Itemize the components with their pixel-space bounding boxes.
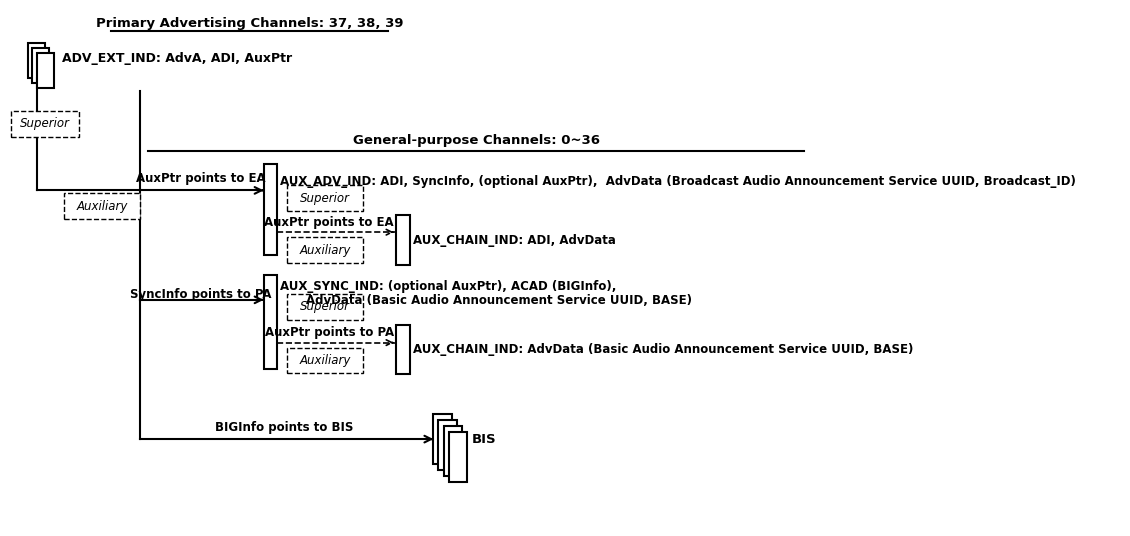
Bar — [64, 193, 140, 219]
Bar — [287, 294, 363, 320]
Bar — [36, 53, 53, 88]
Text: AUX_SYNC_IND: (optional AuxPtr), ACAD (BIGInfo),: AUX_SYNC_IND: (optional AuxPtr), ACAD (B… — [280, 280, 617, 293]
Bar — [434, 414, 452, 464]
Text: AUX_ADV_IND: ADI, SyncInfo, (optional AuxPtr),  AdvData (Broadcast Audio Announc: AUX_ADV_IND: ADI, SyncInfo, (optional Au… — [280, 175, 1076, 188]
Bar — [449, 432, 467, 482]
Text: Superior: Superior — [299, 192, 350, 205]
Bar — [263, 275, 277, 369]
Text: AuxPtr points to PA: AuxPtr points to PA — [264, 326, 393, 339]
Text: AdvData (Basic Audio Announcement Service UUID, BASE): AdvData (Basic Audio Announcement Servic… — [305, 294, 692, 307]
Text: Auxiliary: Auxiliary — [299, 354, 350, 367]
Text: Superior: Superior — [299, 300, 350, 314]
Text: Auxiliary: Auxiliary — [77, 200, 128, 213]
Text: SyncInfo points to PA: SyncInfo points to PA — [130, 288, 271, 301]
Bar — [287, 185, 363, 211]
Bar — [397, 325, 410, 375]
Bar — [263, 163, 277, 255]
Bar — [443, 426, 462, 476]
Text: General-purpose Channels: 0~36: General-purpose Channels: 0~36 — [353, 134, 600, 147]
Bar — [438, 420, 457, 470]
Text: Superior: Superior — [20, 117, 70, 130]
Bar — [287, 347, 363, 374]
Text: AuxPtr points to EA: AuxPtr points to EA — [264, 215, 394, 229]
Bar — [287, 237, 363, 263]
Text: Auxiliary: Auxiliary — [299, 243, 350, 257]
Text: AUX_CHAIN_IND: AdvData (Basic Audio Announcement Service UUID, BASE): AUX_CHAIN_IND: AdvData (Basic Audio Anno… — [414, 343, 914, 356]
Bar — [33, 48, 50, 83]
Text: Primary Advertising Channels: 37, 38, 39: Primary Advertising Channels: 37, 38, 39 — [96, 17, 403, 30]
Text: BIGInfo points to BIS: BIGInfo points to BIS — [216, 421, 354, 434]
Bar — [11, 111, 79, 137]
Text: AuxPtr points to EA: AuxPtr points to EA — [136, 172, 266, 185]
Bar — [397, 215, 410, 265]
Text: BIS: BIS — [472, 433, 497, 445]
Text: ADV_EXT_IND: AdvA, ADI, AuxPtr: ADV_EXT_IND: AdvA, ADI, AuxPtr — [62, 51, 292, 65]
Bar — [28, 43, 45, 78]
Text: AUX_CHAIN_IND: ADI, AdvData: AUX_CHAIN_IND: ADI, AdvData — [414, 234, 616, 247]
